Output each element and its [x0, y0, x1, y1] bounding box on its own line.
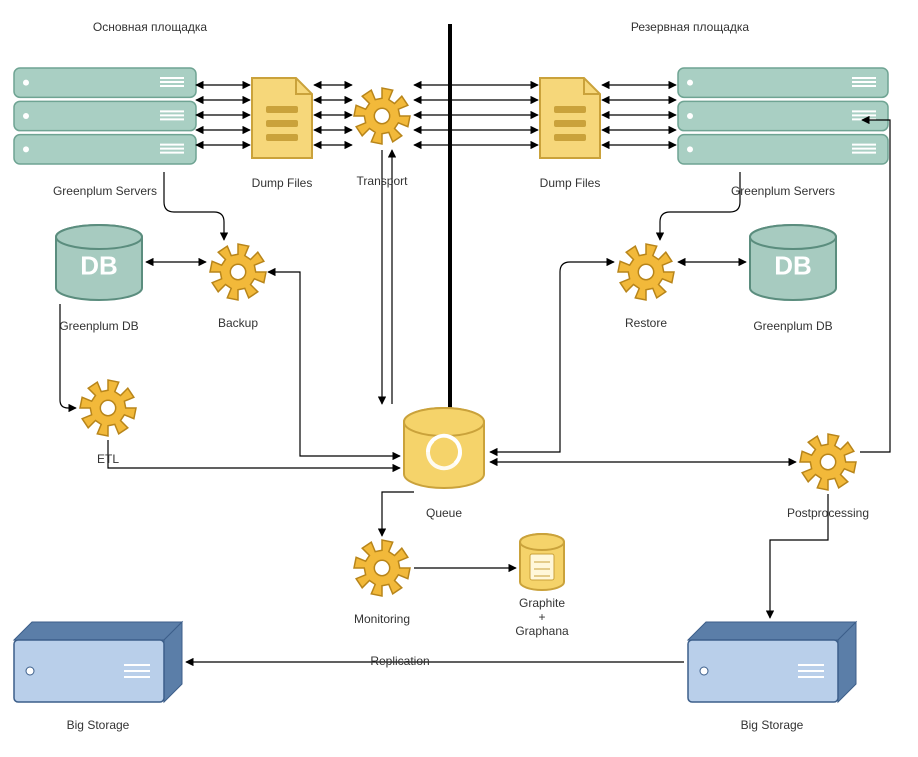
transport-label: Transport	[282, 174, 482, 188]
dump_right-label: Dump Files	[470, 176, 670, 190]
servers_right-label: Greenplum Servers	[683, 184, 883, 198]
servers_left-label: Greenplum Servers	[5, 184, 205, 198]
restore-label: Restore	[546, 316, 746, 330]
backup-label: Backup	[138, 316, 338, 330]
queue-label: Queue	[344, 506, 544, 520]
svg-text:DB: DB	[774, 251, 812, 281]
replication-label: Replication	[300, 654, 500, 668]
Greenplum Servers	[14, 68, 196, 164]
svg-text:DB: DB	[80, 251, 118, 281]
storage_left-label: Big Storage	[0, 718, 198, 732]
etl-label: ETL	[8, 452, 208, 466]
title-secondary: Резервная площадка	[590, 20, 790, 34]
graphite-label: Graphite + Graphana	[442, 596, 642, 638]
Greenplum Servers	[678, 68, 888, 164]
storage_right-label: Big Storage	[672, 718, 872, 732]
title-primary: Основная площадка	[50, 20, 250, 34]
postprocessing-label: Postprocessing	[728, 506, 918, 520]
